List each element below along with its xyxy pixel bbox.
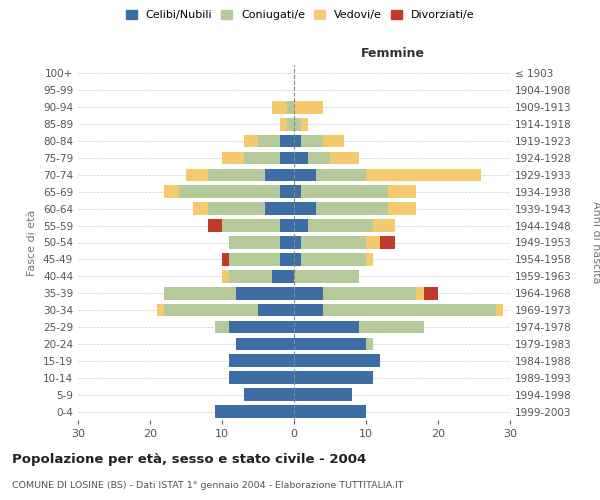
Legend: Celibi/Nubili, Coniugati/e, Vedovi/e, Divorziati/e: Celibi/Nubili, Coniugati/e, Vedovi/e, Di… [121, 6, 479, 25]
Text: Femmine: Femmine [361, 46, 425, 60]
Bar [301, 118, 308, 130]
Bar [244, 388, 294, 401]
Bar [366, 168, 481, 181]
Bar [301, 134, 323, 147]
Bar [330, 152, 359, 164]
Bar [244, 134, 258, 147]
Bar [380, 236, 395, 249]
Bar [280, 186, 294, 198]
Bar [186, 168, 208, 181]
Bar [294, 186, 301, 198]
Bar [323, 134, 344, 147]
Bar [294, 220, 308, 232]
Bar [164, 287, 236, 300]
Bar [280, 152, 294, 164]
Bar [164, 304, 258, 316]
Bar [294, 320, 359, 334]
Bar [294, 270, 359, 282]
Bar [236, 338, 294, 350]
Bar [229, 354, 294, 367]
Bar [222, 152, 244, 164]
Bar [280, 253, 294, 266]
Bar [308, 152, 330, 164]
Bar [388, 202, 416, 215]
Bar [164, 186, 179, 198]
Bar [287, 101, 294, 114]
Bar [265, 202, 294, 215]
Bar [294, 236, 301, 249]
Bar [359, 320, 424, 334]
Bar [373, 220, 395, 232]
Bar [294, 152, 308, 164]
Y-axis label: Fasce di età: Fasce di età [28, 210, 37, 276]
Bar [229, 372, 294, 384]
Bar [258, 134, 280, 147]
Bar [294, 134, 301, 147]
Bar [388, 186, 416, 198]
Bar [424, 287, 438, 300]
Bar [280, 220, 294, 232]
Bar [229, 320, 294, 334]
Bar [323, 287, 416, 300]
Bar [294, 253, 301, 266]
Bar [215, 320, 229, 334]
Bar [294, 338, 366, 350]
Bar [294, 168, 316, 181]
Bar [301, 236, 366, 249]
Bar [294, 388, 352, 401]
Bar [229, 270, 272, 282]
Text: Popolazione per età, sesso e stato civile - 2004: Popolazione per età, sesso e stato civil… [12, 452, 366, 466]
Y-axis label: Anni di nascita: Anni di nascita [591, 201, 600, 284]
Bar [280, 236, 294, 249]
Bar [416, 287, 424, 300]
Bar [193, 202, 208, 215]
Bar [496, 304, 503, 316]
Bar [301, 186, 388, 198]
Bar [236, 287, 294, 300]
Bar [229, 236, 280, 249]
Bar [280, 134, 294, 147]
Bar [323, 304, 496, 316]
Bar [316, 202, 388, 215]
Bar [301, 253, 366, 266]
Bar [179, 186, 280, 198]
Bar [294, 202, 316, 215]
Bar [366, 236, 380, 249]
Bar [258, 304, 294, 316]
Bar [157, 304, 164, 316]
Text: COMUNE DI LOSINE (BS) - Dati ISTAT 1° gennaio 2004 - Elaborazione TUTTITALIA.IT: COMUNE DI LOSINE (BS) - Dati ISTAT 1° ge… [12, 481, 404, 490]
Bar [316, 168, 366, 181]
Bar [272, 101, 287, 114]
Bar [366, 338, 373, 350]
Bar [366, 253, 373, 266]
Bar [294, 118, 301, 130]
Bar [208, 168, 265, 181]
Bar [222, 220, 280, 232]
Bar [222, 253, 229, 266]
Bar [294, 405, 366, 418]
Bar [229, 253, 280, 266]
Bar [294, 304, 323, 316]
Bar [287, 118, 294, 130]
Bar [294, 354, 380, 367]
Bar [294, 287, 323, 300]
Bar [208, 202, 265, 215]
Bar [265, 168, 294, 181]
Bar [294, 372, 373, 384]
Bar [215, 405, 294, 418]
Bar [280, 118, 287, 130]
Bar [222, 270, 229, 282]
Bar [294, 101, 323, 114]
Bar [308, 220, 373, 232]
Bar [208, 220, 222, 232]
Bar [244, 152, 280, 164]
Bar [272, 270, 294, 282]
